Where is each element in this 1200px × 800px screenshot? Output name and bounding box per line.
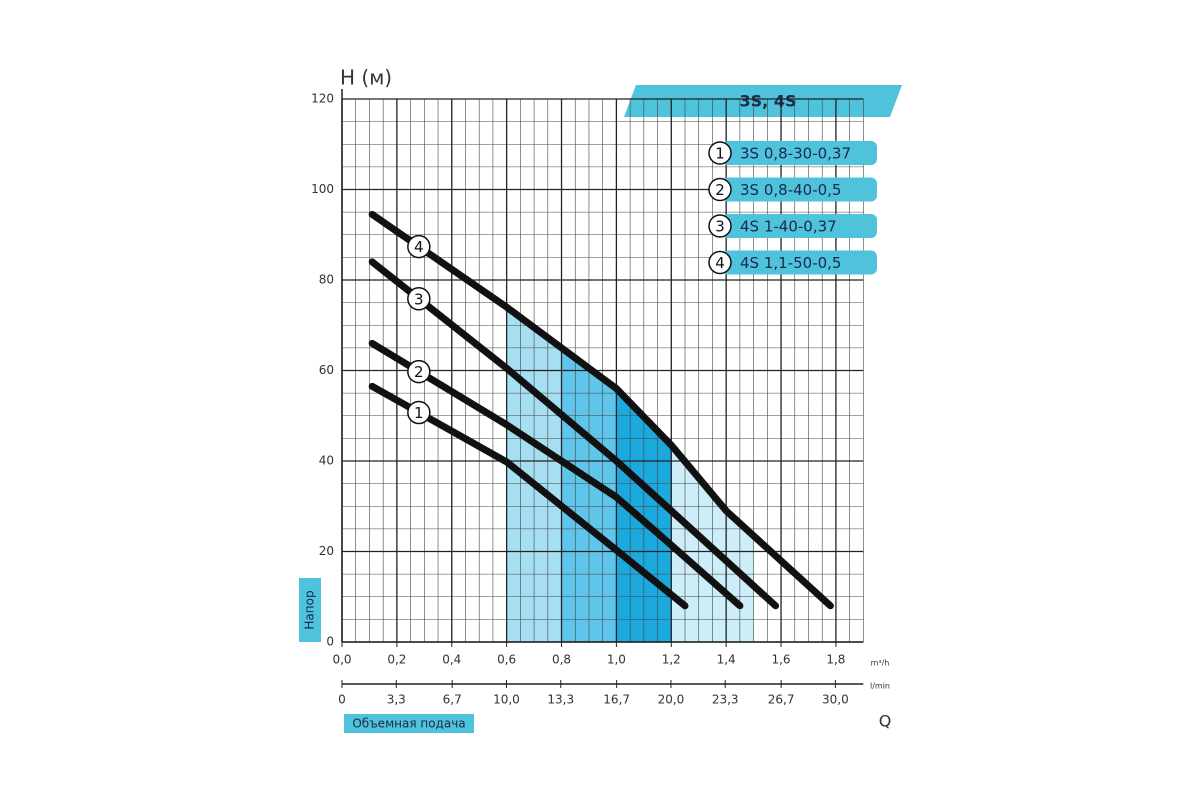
y-tick-label: 60 bbox=[319, 363, 334, 377]
x-tick-label: 1,0 bbox=[607, 653, 626, 667]
curve bbox=[368, 258, 780, 610]
curve-label: 2 bbox=[414, 363, 424, 381]
x2-tick-label: 0 bbox=[338, 693, 346, 707]
y-axis-title: Напор bbox=[303, 590, 317, 629]
curve-label-circle bbox=[407, 359, 431, 384]
legend-number: 4 bbox=[715, 254, 725, 272]
x-tick-label: 0,8 bbox=[552, 653, 571, 667]
legend-box bbox=[722, 141, 877, 165]
x2-tick-label: 30,0 bbox=[822, 693, 849, 707]
x-tick-label: 1,6 bbox=[771, 653, 790, 667]
y-tick-label: 20 bbox=[319, 544, 334, 558]
legend-number: 1 bbox=[715, 145, 725, 163]
legend-number: 2 bbox=[715, 181, 725, 199]
y-tick-label: 120 bbox=[311, 92, 334, 106]
curve-label-circle bbox=[407, 287, 431, 311]
legend-label: 4S 1-40-0,37 bbox=[740, 218, 837, 236]
legend-circle bbox=[708, 141, 732, 165]
x-tick-label: 0,2 bbox=[387, 653, 406, 667]
x-unit: m³/h bbox=[871, 659, 890, 668]
x2-tick-label: 3,3 bbox=[387, 693, 406, 707]
legend-number: 3 bbox=[715, 218, 725, 236]
x-tick-label: 0,6 bbox=[497, 653, 516, 667]
x2-tick-label: 6,7 bbox=[443, 693, 462, 707]
curve bbox=[368, 382, 689, 610]
x2-label: Объемная подача bbox=[352, 717, 465, 731]
curve-label: 4 bbox=[414, 238, 424, 256]
y-tick-label: 100 bbox=[311, 182, 334, 196]
x2-tick-label: 26,7 bbox=[768, 693, 795, 707]
legend-label: 3S 0,8-40-0,5 bbox=[740, 181, 841, 199]
curve-label-circle bbox=[407, 234, 431, 259]
x2-tick-label: 13,3 bbox=[547, 693, 574, 707]
legend-box bbox=[722, 214, 877, 238]
curve bbox=[368, 339, 744, 610]
x2-tick-label: 23,3 bbox=[712, 693, 739, 707]
legend-label: 3S 0,8-30-0,37 bbox=[740, 145, 851, 163]
title-banner bbox=[624, 85, 902, 117]
chart-title: 3S, 4S bbox=[740, 92, 797, 111]
x-tick-label: 1,8 bbox=[826, 653, 845, 667]
x-tick-label: 1,2 bbox=[662, 653, 681, 667]
x-tick-label: 1,4 bbox=[717, 653, 736, 667]
x2-tick-label: 20,0 bbox=[658, 693, 685, 707]
y-tick-label: 80 bbox=[319, 273, 334, 287]
curve bbox=[368, 210, 834, 610]
x2-tick-label: 16,7 bbox=[603, 693, 630, 707]
legend-box bbox=[722, 177, 877, 202]
y-label: H (м) bbox=[340, 66, 392, 90]
legend-circle bbox=[708, 214, 732, 238]
y-tick-label: 40 bbox=[319, 454, 334, 468]
y-title-box bbox=[299, 578, 321, 642]
legend-circle bbox=[708, 250, 732, 275]
x2-tick-label: 10,0 bbox=[493, 693, 520, 707]
x-tick-label: 0,4 bbox=[442, 653, 461, 667]
x2-unit: l/min bbox=[870, 682, 890, 691]
y-tick-label: 0 bbox=[326, 635, 334, 649]
legend-circle bbox=[708, 177, 732, 202]
x-tick-label: 0,0 bbox=[332, 653, 351, 667]
curve-label: 1 bbox=[414, 404, 424, 422]
legend-label: 4S 1,1-50-0,5 bbox=[740, 254, 841, 272]
curve-label-circle bbox=[407, 400, 431, 425]
x2-title-box bbox=[344, 714, 474, 733]
curve-label: 3 bbox=[414, 290, 424, 308]
legend-box bbox=[722, 250, 877, 275]
x-label: Q bbox=[879, 712, 892, 731]
